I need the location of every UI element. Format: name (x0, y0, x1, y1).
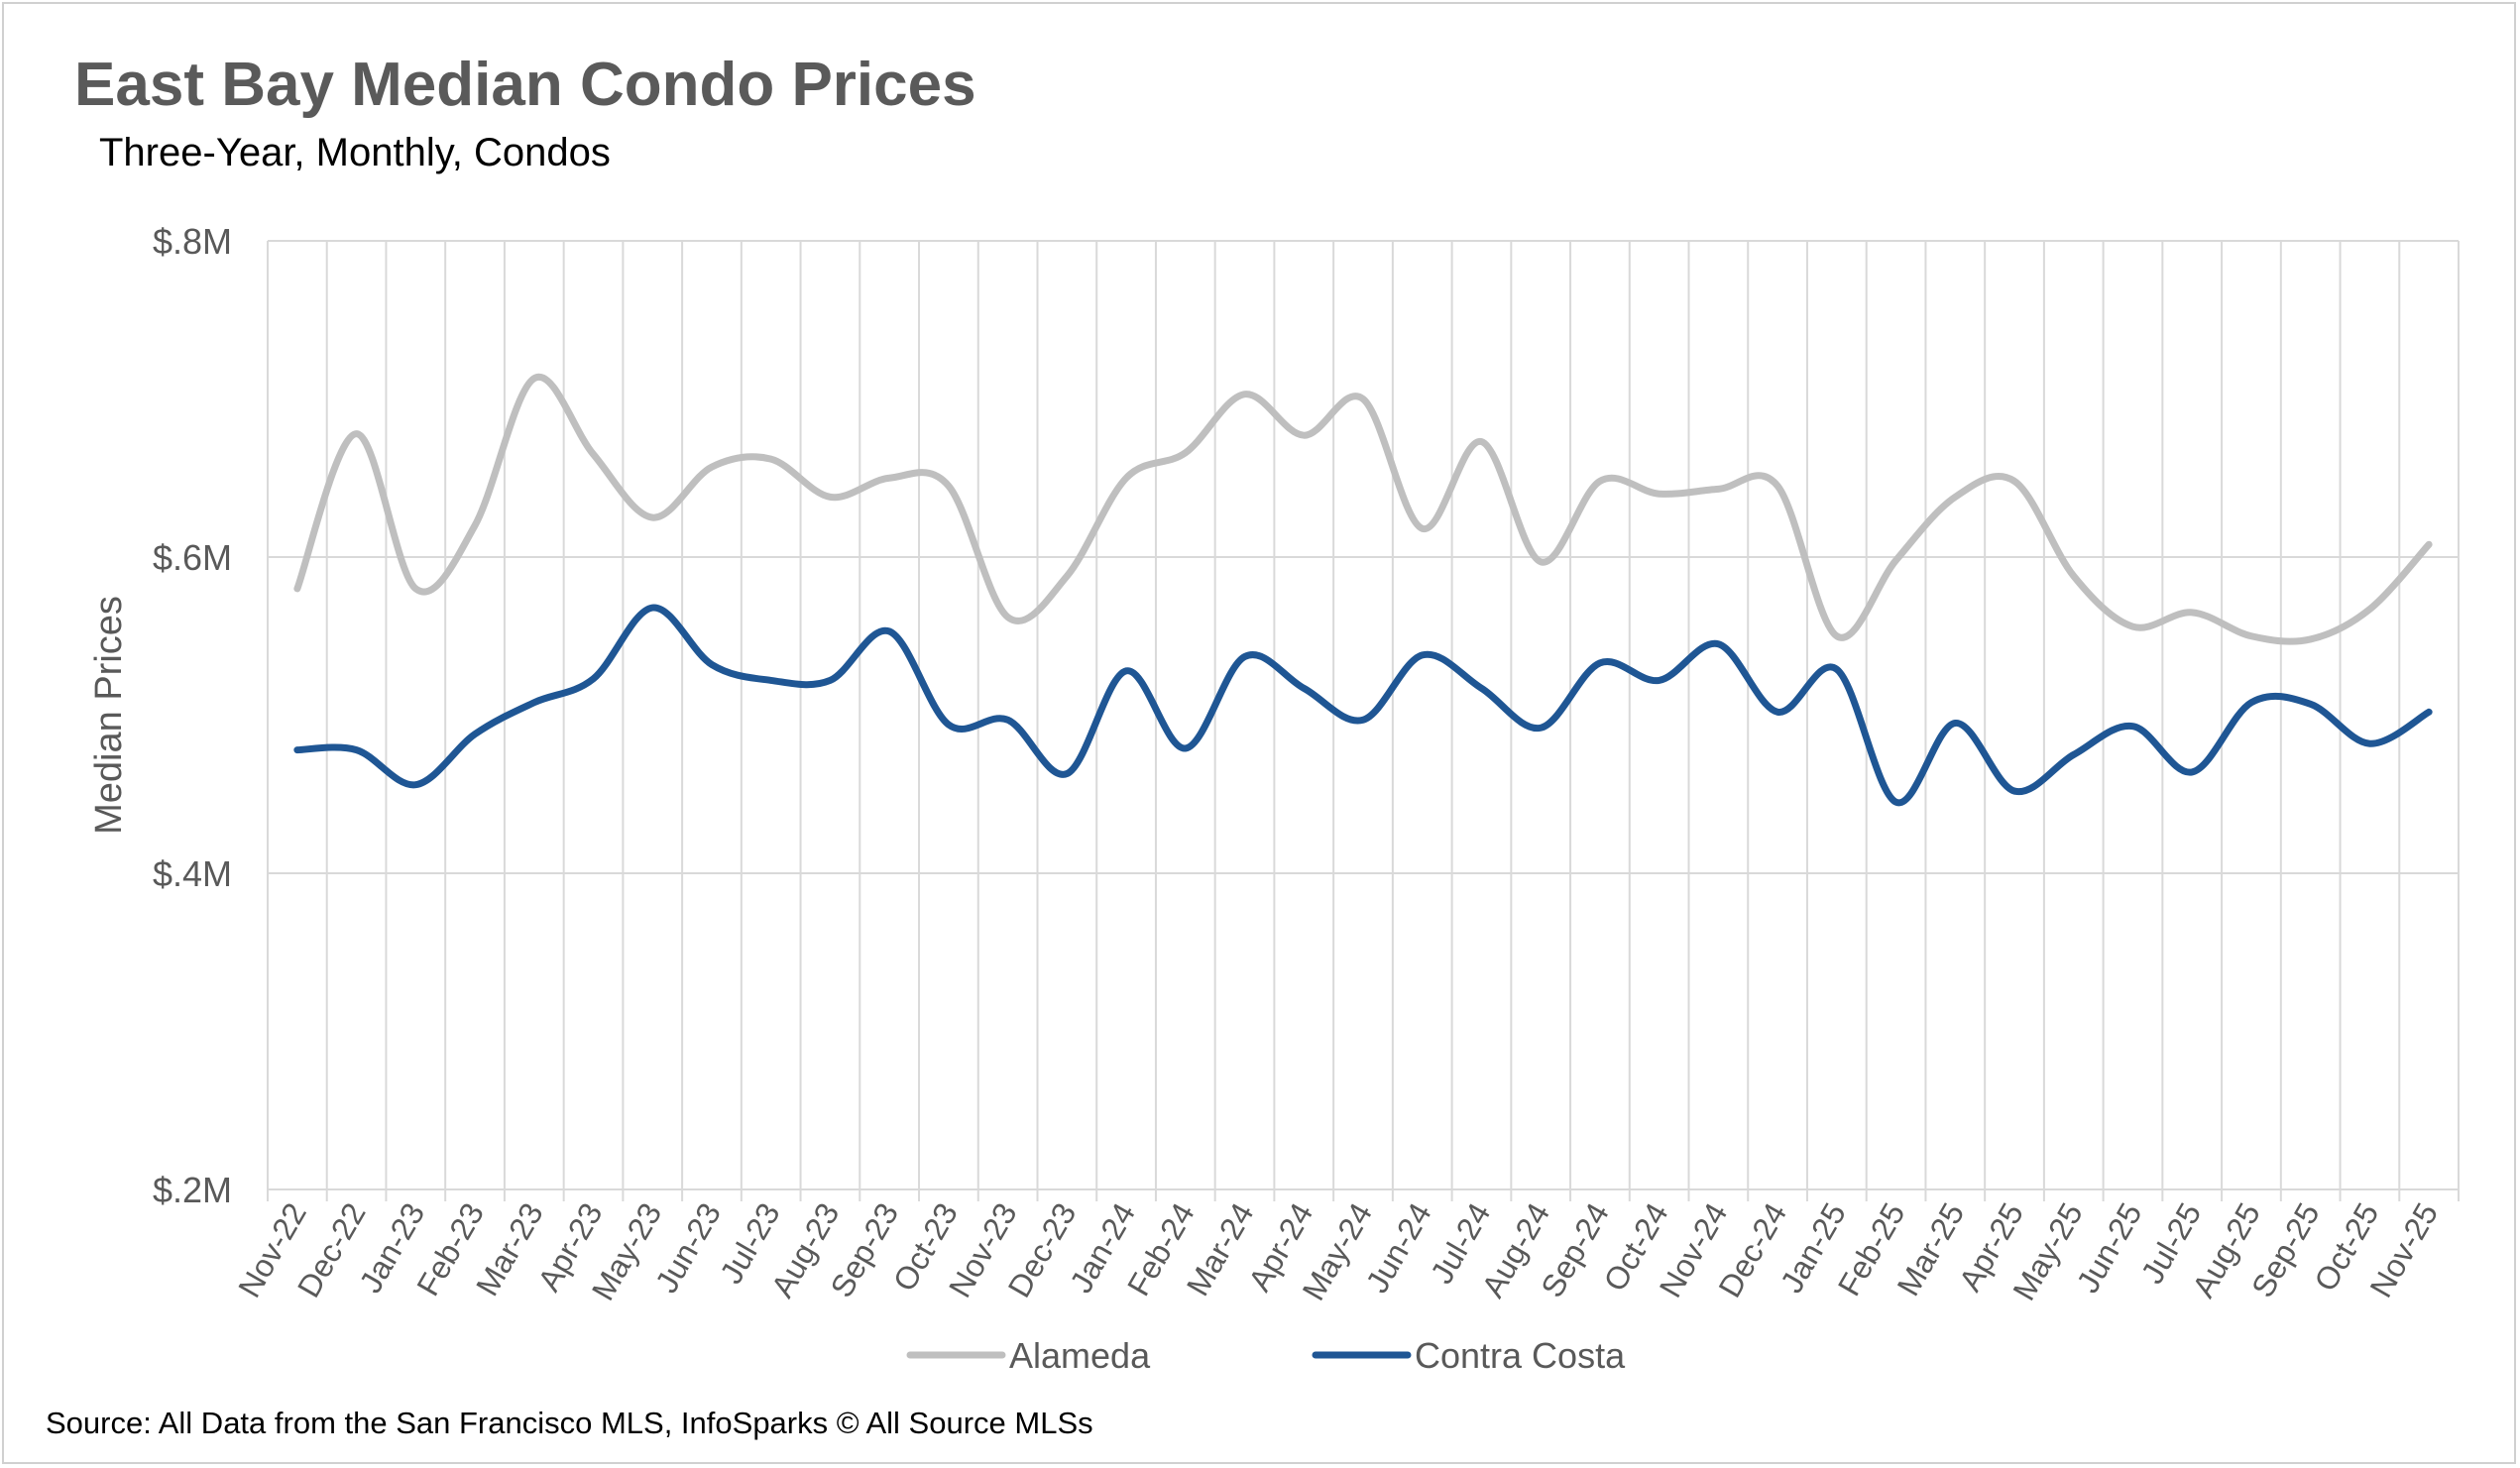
y-tick-label: $.2M (153, 1170, 232, 1210)
legend-label-contra-costa: Contra Costa (1415, 1335, 1626, 1376)
series-line-alameda (293, 373, 2433, 645)
legend-label-alameda: Alameda (1009, 1335, 1151, 1376)
y-axis-ticks: $.2M $.4M $.6M $.8M (153, 221, 232, 1210)
y-tick-label: $.8M (153, 221, 232, 262)
series-line-contra-costa (293, 604, 2433, 807)
y-axis-label: Median Prices (88, 596, 130, 835)
chart-subtitle: Three-Year, Monthly, Condos (99, 131, 611, 174)
y-tick-label: $.6M (153, 537, 232, 578)
chart-title: East Bay Median Condo Prices (74, 51, 976, 119)
x-axis-ticks: Nov-22Dec-22Jan-23Feb-23Mar-23Apr-23May-… (231, 1197, 2445, 1306)
legend: Alameda Contra Costa (906, 1335, 1626, 1376)
series-lines (293, 373, 2433, 807)
gridlines (267, 240, 2460, 1201)
source-note: Source: All Data from the San Francisco … (46, 1406, 1093, 1440)
y-tick-label: $.4M (153, 853, 232, 894)
